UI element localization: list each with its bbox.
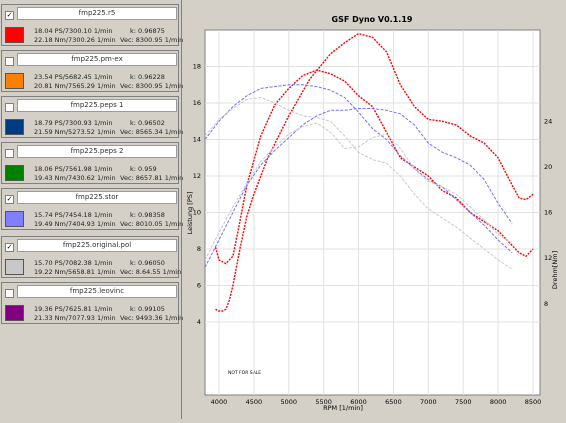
run-visible-checkbox[interactable]: ✓ [5, 11, 14, 20]
run-name-field[interactable]: fmp225.peps 1 [17, 99, 177, 112]
chart-title: GSF Dyno V0.1.19 [332, 15, 413, 24]
run-torque-peak: 21.33 Nm/7077.93 1/min [34, 314, 116, 322]
run-k-factor: k: 0.959 [130, 165, 157, 173]
run-card[interactable]: fmp225.peps 1 18.79 PS/7300.93 1/min k: 0.… [1, 96, 183, 138]
series-line-torque [214, 69, 534, 265]
run-visible-checkbox[interactable]: ✓ [5, 243, 14, 252]
x-tick-label: 8000 [490, 398, 507, 406]
y-tick-label-left: 18 [193, 63, 201, 71]
run-torque-peak: 22.18 Nm/7300.26 1/min [34, 36, 116, 44]
run-name-field[interactable]: fmp225.pm-ex [17, 53, 177, 66]
run-card[interactable]: ✓ fmp225.r5 18.04 PS/7300.10 1/min k: 0.968… [1, 4, 183, 46]
run-card[interactable]: fmp225.leovinc 19.36 PS/7625.81 1/min k: 0… [1, 282, 183, 324]
y-tick-label-right: 12 [544, 254, 552, 262]
y-tick-label-left: 14 [193, 136, 201, 144]
x-tick-label: 5500 [315, 398, 332, 406]
run-torque-peak: 19.49 Nm/7404.93 1/min [34, 220, 116, 228]
x-tick-label: 5000 [280, 398, 297, 406]
y-tick-label-right: 8 [544, 300, 548, 308]
run-visible-checkbox[interactable] [5, 289, 14, 298]
run-power-peak: 18.06 PS/7561.98 1/min [34, 165, 113, 173]
run-power-peak: 18.04 PS/7300.10 1/min [34, 27, 113, 35]
run-k-factor: k: 0.96050 [130, 259, 165, 267]
run-color-swatch[interactable] [5, 259, 24, 275]
run-vec-value: Vec: 8300.95 1/min [120, 36, 184, 44]
x-tick-label: 6000 [350, 398, 367, 406]
run-power-peak: 19.36 PS/7625.81 1/min [34, 305, 113, 313]
run-visible-checkbox[interactable] [5, 103, 14, 112]
run-power-peak: 23.54 PS/5682.45 1/min [34, 73, 113, 81]
run-color-swatch[interactable] [5, 73, 24, 89]
series-line-power [204, 122, 513, 261]
x-tick-label: 4500 [246, 398, 263, 406]
run-visible-checkbox[interactable] [5, 57, 14, 66]
y-axis-label-right: Drehm[Nm] [551, 251, 559, 289]
run-name-field[interactable]: fmp225.leovinc [17, 285, 177, 298]
dyno-chart-area: GSF Dyno V0.1.19 RPM [1/min] Leistung [P… [183, 0, 566, 419]
run-card[interactable]: fmp225.pm-ex 23.54 PS/5682.45 1/min k: 0.9… [1, 50, 183, 92]
run-card[interactable]: fmp225.peps 2 18.06 PS/7561.98 1/min k: 0.… [1, 142, 183, 184]
y-tick-label-left: 8 [197, 245, 201, 253]
x-tick-label: 4000 [211, 398, 228, 406]
grid-lines [205, 30, 540, 395]
series-line-torque [204, 84, 513, 254]
run-color-swatch[interactable] [5, 119, 24, 135]
y-tick-label-right: 20 [544, 163, 552, 171]
run-color-swatch[interactable] [5, 165, 24, 181]
series-line-power [215, 32, 534, 312]
run-visible-checkbox[interactable]: ✓ [5, 195, 14, 204]
run-k-factor: k: 0.98358 [130, 211, 165, 219]
run-vec-value: Vec: 8.64.55 1/min [120, 268, 182, 276]
run-vec-value: Vec: 8657.81 1/min [120, 174, 184, 182]
run-k-factor: k: 0.96502 [130, 119, 165, 127]
y-tick-label-left: 10 [193, 209, 201, 217]
run-k-factor: k: 0.99105 [130, 305, 165, 313]
run-visible-checkbox[interactable] [5, 149, 14, 158]
y-tick-label-left: 16 [193, 99, 201, 107]
series-lines [204, 32, 534, 312]
run-vec-value: Vec: 9493.36 1/min [120, 314, 184, 322]
watermark-text: NOT FOR SALE [228, 370, 261, 376]
run-color-swatch[interactable] [5, 211, 24, 227]
y-tick-labels-right: 8 12 16 20 24 [544, 117, 552, 308]
y-tick-label-right: 16 [544, 209, 552, 217]
x-axis-label: RPM [1/min] [323, 404, 363, 412]
x-tick-label: 6500 [385, 398, 402, 406]
y-axis-label-left: Leistung [PS] [186, 192, 194, 235]
run-name-field[interactable]: fmp225.original.pol [17, 239, 177, 252]
run-power-peak: 18.79 PS/7300.93 1/min [34, 119, 113, 127]
y-tick-label-left: 6 [197, 282, 201, 290]
panel-divider [181, 0, 182, 419]
run-power-peak: 15.70 PS/7082.38 1/min [34, 259, 113, 267]
x-tick-label: 7500 [455, 398, 472, 406]
run-power-peak: 15.74 PS/7454.18 1/min [34, 211, 113, 219]
run-name-field[interactable]: fmp225.stor [17, 191, 177, 204]
dyno-chart: GSF Dyno V0.1.19 RPM [1/min] Leistung [P… [186, 15, 559, 412]
run-name-field[interactable]: fmp225.r5 [17, 7, 177, 20]
run-color-swatch[interactable] [5, 305, 24, 321]
x-tick-label: 7000 [420, 398, 437, 406]
x-tick-labels: 4000 4500 5000 5500 6000 6500 7000 7500 8000 8500 [211, 398, 542, 406]
run-k-factor: k: 0.96228 [130, 73, 165, 81]
run-vec-value: Vec: 8300.95 1/min [120, 82, 184, 90]
run-name-field[interactable]: fmp225.peps 2 [17, 145, 177, 158]
run-vec-value: Vec: 8565.34 1/min [120, 128, 184, 136]
run-torque-peak: 19.43 Nm/7430.62 1/min [34, 174, 116, 182]
run-card[interactable]: ✓ fmp225.stor 15.74 PS/7454.18 1/min k: 0.9… [1, 188, 183, 230]
y-tick-label-right: 24 [544, 117, 552, 125]
runs-panel: ✓ fmp225.r5 18.04 PS/7300.10 1/min k: 0.968… [0, 0, 183, 419]
y-tick-labels-left: 4 6 8 10 12 14 16 18 [193, 63, 201, 327]
series-line-torque [204, 96, 513, 270]
run-torque-peak: 21.59 Nm/5273.52 1/min [34, 128, 116, 136]
run-color-swatch[interactable] [5, 27, 24, 43]
series-line-power [204, 108, 513, 268]
run-torque-peak: 20.81 Nm/7565.29 1/min [34, 82, 116, 90]
x-tick-label: 8500 [525, 398, 542, 406]
y-tick-label-left: 4 [197, 318, 201, 326]
run-torque-peak: 19.22 Nm/5658.81 1/min [34, 268, 116, 276]
run-vec-value: Vec: 8010.05 1/min [120, 220, 184, 228]
run-card[interactable]: ✓ fmp225.original.pol 15.70 PS/7082.38 1/m… [1, 236, 182, 278]
run-k-factor: k: 0.96875 [130, 27, 165, 35]
y-tick-label-left: 12 [193, 172, 201, 180]
